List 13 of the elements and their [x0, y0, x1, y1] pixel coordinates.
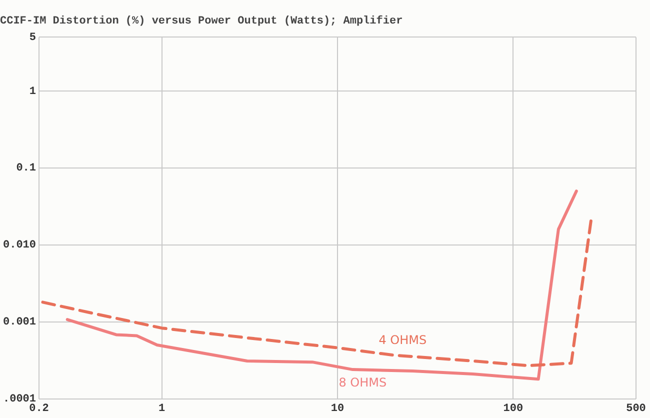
y-tick-label: 0.1 [16, 162, 36, 175]
y-tick-label: 1 [29, 86, 36, 98]
y-tick-label: 5 [29, 32, 36, 44]
x-tick-label: 10 [330, 403, 344, 416]
y-tick-label: 0.010 [2, 240, 36, 252]
series-label: 8 OHMS [338, 376, 387, 390]
x-tick-label: 100 [503, 403, 524, 416]
x-tick-label: 500 [626, 403, 646, 416]
x-tick-label: 0.2 [29, 403, 49, 416]
y-tick-label: 0.001 [2, 316, 36, 329]
chart-title: CCIF-IM Distortion (%) versus Power Output (Watts); Amplifier [0, 14, 403, 28]
x-tick-label: 1 [158, 403, 166, 416]
series-label: 4 OHMS [378, 333, 427, 348]
